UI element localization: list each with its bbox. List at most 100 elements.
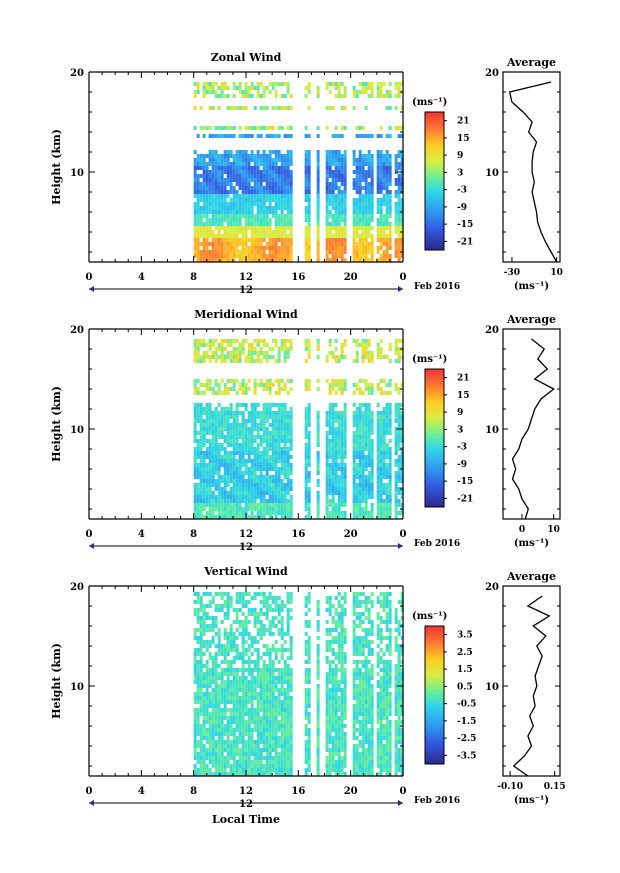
heatmap-cell bbox=[283, 708, 287, 712]
heatmap-cell bbox=[208, 720, 212, 724]
heatmap-cell bbox=[277, 419, 281, 423]
heatmap-cell bbox=[271, 728, 275, 732]
heatmap-cell bbox=[271, 732, 275, 736]
heatmap-cell bbox=[340, 451, 344, 455]
heatmap-cell bbox=[268, 696, 272, 700]
heatmap-cell bbox=[352, 696, 356, 700]
heatmap-cell bbox=[214, 764, 218, 768]
heatmap-cell bbox=[352, 471, 356, 475]
heatmap-cell bbox=[397, 230, 401, 234]
heatmap-cell bbox=[223, 387, 227, 391]
heatmap-cell bbox=[193, 210, 197, 214]
heatmap-cell bbox=[286, 134, 290, 138]
heatmap-cell bbox=[361, 443, 365, 447]
heatmap-cell bbox=[229, 475, 233, 479]
heatmap-cell bbox=[355, 499, 359, 503]
heatmap-cell bbox=[220, 258, 224, 262]
heatmap-cell bbox=[325, 186, 329, 190]
heatmap-cell bbox=[241, 443, 245, 447]
heatmap-cell bbox=[367, 250, 371, 254]
heatmap-cell bbox=[388, 222, 392, 226]
heatmap-cell bbox=[256, 230, 260, 234]
heatmap-cell bbox=[247, 768, 251, 772]
heatmap-cell bbox=[241, 491, 245, 495]
heatmap-cell bbox=[364, 700, 368, 704]
heatmap-cell bbox=[328, 443, 332, 447]
heatmap-cell bbox=[379, 499, 383, 503]
heatmap-cell bbox=[277, 246, 281, 250]
heatmap-cell bbox=[367, 94, 371, 98]
heatmap-cell bbox=[244, 94, 248, 98]
heatmap-cell bbox=[244, 431, 248, 435]
heatmap-cell bbox=[274, 752, 278, 756]
heatmap-cell bbox=[226, 515, 230, 519]
heatmap-cell bbox=[223, 495, 227, 499]
heatmap-cell bbox=[361, 728, 365, 732]
heatmap-cell bbox=[394, 471, 398, 475]
heatmap-cell bbox=[232, 126, 236, 130]
heatmap-cell bbox=[229, 170, 233, 174]
heatmap-cell bbox=[250, 190, 254, 194]
heatmap-cell bbox=[265, 768, 269, 772]
heatmap-cell bbox=[304, 206, 308, 210]
heatmap-cell bbox=[229, 387, 233, 391]
heatmap-cell bbox=[199, 483, 203, 487]
heatmap-cell bbox=[334, 415, 338, 419]
heatmap-cell bbox=[271, 451, 275, 455]
heatmap-cell bbox=[229, 744, 233, 748]
heatmap-cell bbox=[343, 238, 347, 242]
heatmap-cell bbox=[355, 475, 359, 479]
heatmap-cell bbox=[364, 170, 368, 174]
heatmap-cell bbox=[274, 246, 278, 250]
heatmap-cell bbox=[223, 94, 227, 98]
heatmap-cell bbox=[361, 134, 365, 138]
heatmap-cell bbox=[277, 166, 281, 170]
heatmap-cell bbox=[223, 696, 227, 700]
heatmap-cell bbox=[244, 764, 248, 768]
heatmap-cell bbox=[385, 194, 389, 198]
heatmap-cell bbox=[274, 174, 278, 178]
heatmap-cell bbox=[202, 696, 206, 700]
heatmap-cell bbox=[337, 170, 341, 174]
heatmap-cell bbox=[259, 724, 263, 728]
heatmap-cell bbox=[253, 407, 257, 411]
heatmap-cell bbox=[244, 383, 248, 387]
heatmap-cell bbox=[400, 198, 404, 202]
heatmap-cell bbox=[274, 700, 278, 704]
heatmap-cell bbox=[355, 716, 359, 720]
heatmap-cell bbox=[238, 238, 242, 242]
heatmap-cell bbox=[271, 126, 275, 130]
heatmap-cell bbox=[286, 447, 290, 451]
heatmap-cell bbox=[205, 467, 209, 471]
heatmap-cell bbox=[355, 339, 359, 343]
heatmap-cell bbox=[211, 712, 215, 716]
heatmap-cell bbox=[238, 716, 242, 720]
heatmap-cell bbox=[211, 86, 215, 90]
heatmap-cell bbox=[343, 467, 347, 471]
heatmap-cell bbox=[193, 162, 197, 166]
heatmap-cell bbox=[217, 728, 221, 732]
heatmap-cell bbox=[385, 174, 389, 178]
heatmap-cell bbox=[367, 359, 371, 363]
heatmap-cell bbox=[337, 479, 341, 483]
heatmap-cell bbox=[376, 443, 380, 447]
heatmap-cell bbox=[217, 391, 221, 395]
heatmap-cell bbox=[217, 720, 221, 724]
heatmap-cell bbox=[196, 415, 200, 419]
heatmap-cell bbox=[232, 483, 236, 487]
heatmap-cell bbox=[235, 166, 239, 170]
heatmap-cell bbox=[238, 712, 242, 716]
heatmap-cell bbox=[217, 198, 221, 202]
heatmap-cell bbox=[274, 150, 278, 154]
heatmap-cell bbox=[241, 415, 245, 419]
heatmap-cell bbox=[271, 736, 275, 740]
heatmap-cell bbox=[211, 503, 215, 507]
heatmap-cell bbox=[241, 435, 245, 439]
heatmap-cell bbox=[211, 511, 215, 515]
heatmap-cell bbox=[211, 166, 215, 170]
heatmap-cell bbox=[268, 162, 272, 166]
heatmap-cell bbox=[256, 423, 260, 427]
heatmap-cell bbox=[370, 238, 374, 242]
heatmap-cell bbox=[241, 186, 245, 190]
heatmap-cell bbox=[280, 487, 284, 491]
